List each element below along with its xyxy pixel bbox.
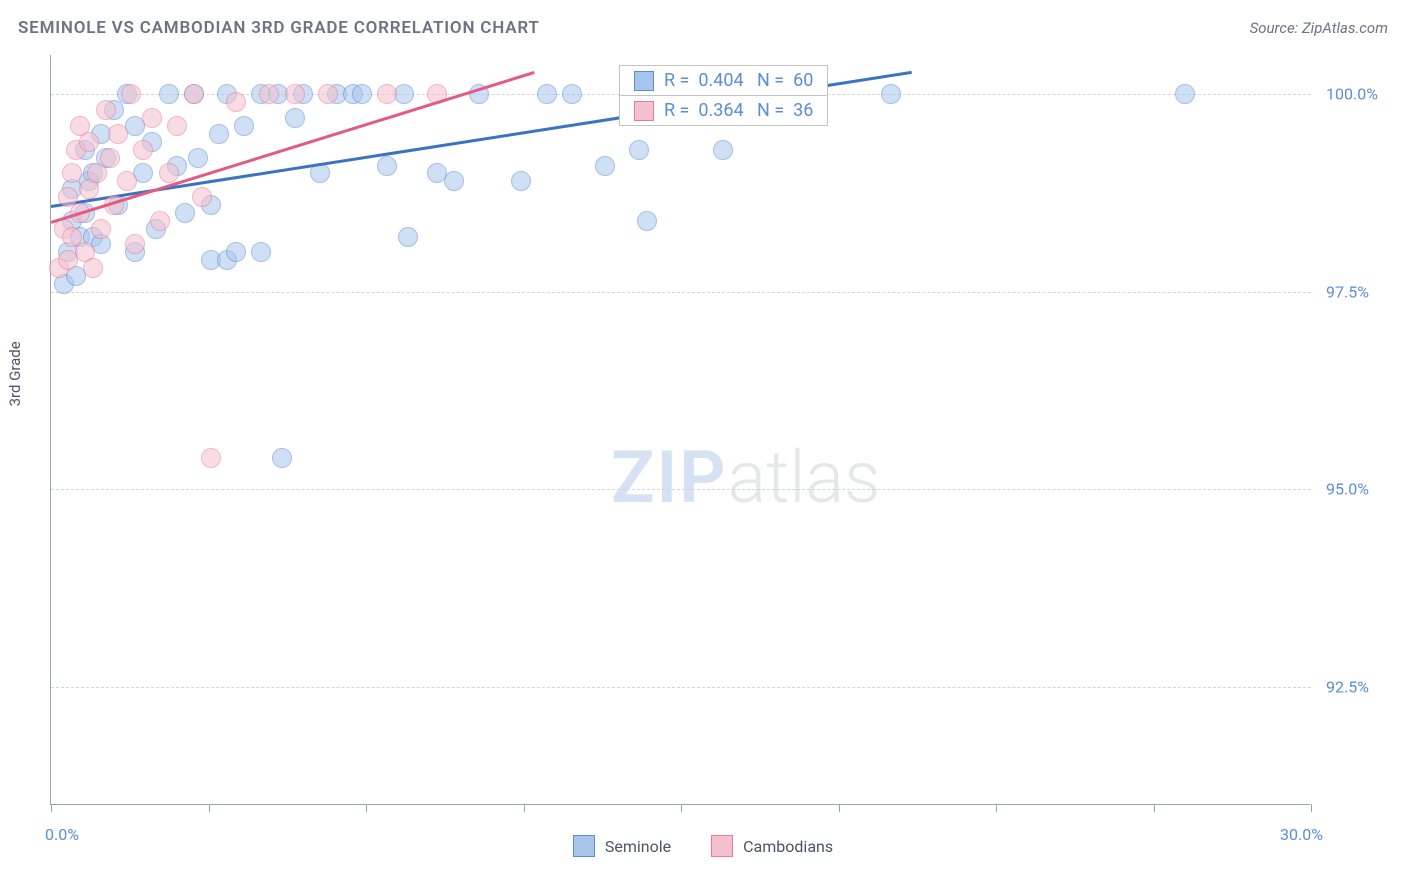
data-point (377, 156, 397, 176)
data-point (117, 171, 137, 191)
data-point (251, 242, 271, 262)
data-point (159, 163, 179, 183)
x-tick (1311, 804, 1312, 812)
chart-header: SEMINOLE VS CAMBODIAN 3RD GRADE CORRELAT… (18, 18, 1388, 38)
legend-item-cambodians: Cambodians (711, 835, 833, 857)
data-point (1175, 84, 1195, 104)
data-point (352, 84, 372, 104)
data-point (188, 148, 208, 168)
data-point (562, 84, 582, 104)
chart-title: SEMINOLE VS CAMBODIAN 3RD GRADE CORRELAT… (18, 18, 540, 38)
stats-text: R = 0.364 N = 36 (664, 100, 813, 121)
legend-swatch-cambodians (711, 835, 733, 857)
data-point (377, 84, 397, 104)
stats-text: R = 0.404 N = 60 (664, 70, 813, 91)
chart-source: Source: ZipAtlas.com (1250, 19, 1388, 37)
data-point (96, 100, 116, 120)
data-point (629, 140, 649, 160)
data-point (142, 108, 162, 128)
x-tick (996, 804, 997, 812)
data-point (167, 116, 187, 136)
stats-box: R = 0.404 N = 60 (619, 65, 828, 96)
legend-label-cambodians: Cambodians (743, 837, 833, 856)
data-point (133, 140, 153, 160)
x-tick (524, 804, 525, 812)
data-point (318, 84, 338, 104)
data-point (184, 84, 204, 104)
y-axis-label: 3rd Grade (6, 341, 24, 406)
x-tick (839, 804, 840, 812)
data-point (595, 156, 615, 176)
x-tick (1154, 804, 1155, 812)
watermark: ZIPatlas (611, 435, 881, 520)
gridline (51, 292, 1311, 293)
data-point (881, 84, 901, 104)
data-point (159, 84, 179, 104)
data-point (175, 203, 195, 223)
data-point (201, 448, 221, 468)
stats-box: R = 0.364 N = 36 (619, 95, 828, 126)
data-point (272, 448, 292, 468)
data-point (637, 211, 657, 231)
data-point (209, 124, 229, 144)
data-point (108, 124, 128, 144)
data-point (150, 211, 170, 231)
gridline (51, 687, 1311, 688)
data-point (537, 84, 557, 104)
data-point (285, 84, 305, 104)
data-point (398, 227, 418, 247)
data-point (83, 258, 103, 278)
data-point (91, 219, 111, 239)
data-point (125, 234, 145, 254)
gridline (51, 489, 1311, 490)
legend: Seminole Cambodians (0, 835, 1406, 857)
stats-swatch (634, 71, 654, 91)
data-point (444, 171, 464, 191)
data-point (713, 140, 733, 160)
watermark-zip: ZIP (611, 435, 727, 520)
data-point (62, 163, 82, 183)
x-tick (51, 804, 52, 812)
y-tick-label: 92.5% (1326, 677, 1369, 696)
data-point (259, 84, 279, 104)
data-point (234, 116, 254, 136)
y-tick-label: 97.5% (1326, 282, 1369, 301)
stats-swatch (634, 101, 654, 121)
data-point (226, 92, 246, 112)
x-tick (366, 804, 367, 812)
legend-swatch-seminole (573, 835, 595, 857)
data-point (121, 84, 141, 104)
data-point (226, 242, 246, 262)
plot-area: ZIPatlas 92.5%95.0%97.5%100.0%R = 0.404 … (50, 55, 1310, 805)
x-tick (209, 804, 210, 812)
plot-container: ZIPatlas 92.5%95.0%97.5%100.0%R = 0.404 … (50, 55, 1310, 805)
watermark-atlas: atlas (727, 435, 880, 520)
data-point (100, 148, 120, 168)
data-point (192, 187, 212, 207)
data-point (511, 171, 531, 191)
data-point (79, 132, 99, 152)
x-tick (681, 804, 682, 812)
data-point (285, 108, 305, 128)
legend-item-seminole: Seminole (573, 835, 671, 857)
y-tick-label: 100.0% (1326, 85, 1378, 104)
legend-label-seminole: Seminole (605, 837, 671, 856)
y-tick-label: 95.0% (1326, 480, 1369, 499)
